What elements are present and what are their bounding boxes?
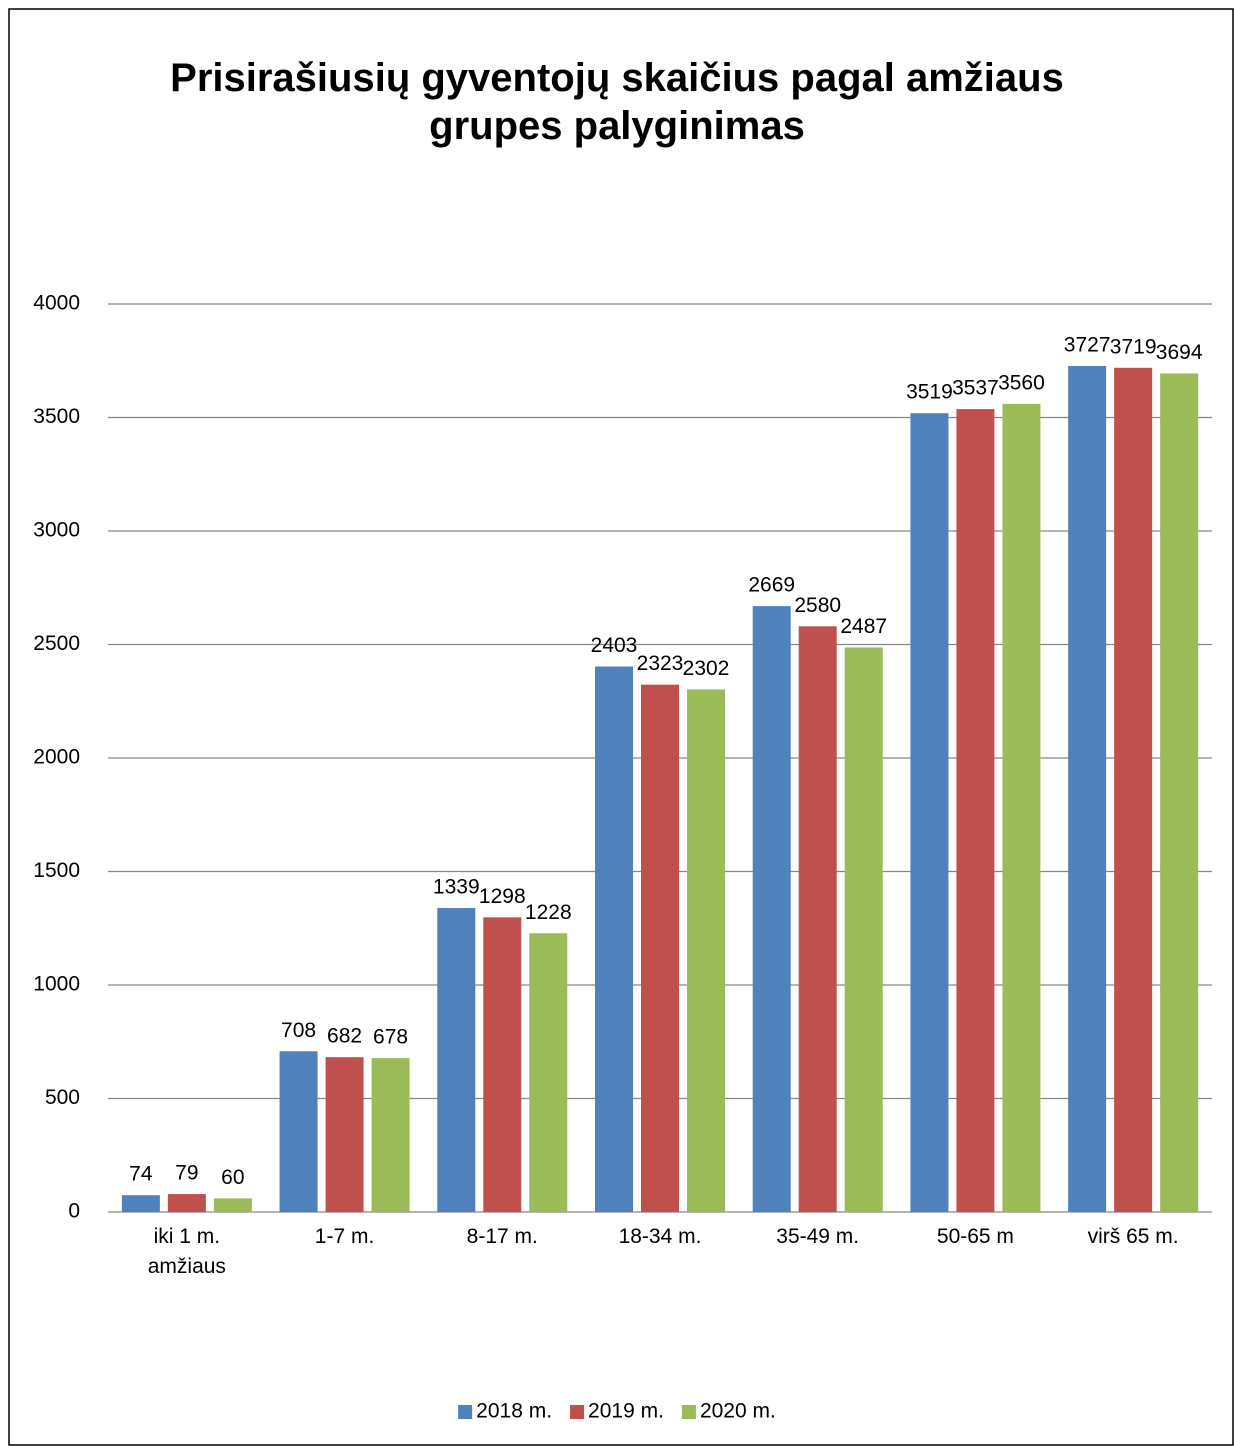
legend-label: 2018 m. [476, 1400, 552, 1423]
y-tick-label: 500 [45, 1086, 80, 1109]
bar [595, 666, 633, 1212]
x-tick-label: iki 1 m. amžiaus [147, 1225, 226, 1278]
data-label: 2302 [683, 657, 730, 680]
legend-swatch [570, 1405, 585, 1419]
bar [529, 933, 568, 1212]
y-tick-label: 1000 [33, 973, 80, 996]
data-label: 3519 [906, 381, 953, 404]
bar [279, 1051, 318, 1212]
data-label: 1228 [525, 901, 572, 924]
data-label: 2580 [794, 594, 841, 617]
data-label: 3727 [1064, 334, 1111, 357]
y-tick-label: 3000 [33, 519, 80, 542]
x-tick-label: virš 65 m. [1087, 1225, 1179, 1248]
data-label: 74 [129, 1163, 153, 1186]
data-label: 3560 [998, 371, 1045, 394]
y-tick-label: 1500 [33, 859, 80, 882]
data-label: 1298 [479, 885, 526, 908]
bar [910, 413, 949, 1212]
data-label: 2669 [748, 574, 795, 597]
bar [641, 684, 679, 1212]
data-label: 3694 [1156, 341, 1203, 364]
y-tick-label: 0 [68, 1200, 80, 1223]
bar [687, 689, 725, 1212]
x-tick-label: 35-49 m. [776, 1225, 860, 1248]
y-tick-label: 3500 [33, 405, 80, 428]
legend-swatch [681, 1405, 696, 1419]
bar [1160, 373, 1199, 1212]
data-label: 60 [221, 1166, 244, 1189]
data-label: 2403 [591, 634, 638, 657]
x-tick-label: 50-65 m [936, 1225, 1014, 1248]
bar [371, 1058, 410, 1212]
bar [752, 606, 791, 1212]
bar [844, 647, 883, 1212]
bar [121, 1195, 160, 1212]
bar [437, 908, 476, 1212]
bar [1002, 403, 1041, 1212]
y-tick-label: 2000 [33, 746, 80, 769]
data-label: 678 [373, 1026, 408, 1049]
legend-swatch [458, 1405, 473, 1419]
data-label: 682 [327, 1025, 362, 1048]
x-tick-label: 1-7 m. [314, 1225, 375, 1248]
data-label: 1339 [433, 876, 480, 899]
x-tick-label: 8-17 m. [466, 1225, 538, 1248]
data-label: 79 [175, 1162, 198, 1185]
x-tick-label: 18-34 m. [618, 1225, 702, 1248]
legend-label: 2020 m. [700, 1400, 776, 1423]
bar [1114, 367, 1153, 1212]
y-tick-label: 4000 [33, 292, 80, 315]
bar [483, 917, 522, 1212]
data-label: 3537 [952, 377, 999, 400]
bar [213, 1198, 252, 1212]
data-label: 2487 [840, 615, 887, 638]
bar [167, 1194, 206, 1212]
data-label: 2323 [637, 652, 684, 675]
bar [1068, 365, 1107, 1212]
legend-label: 2019 m. [588, 1400, 664, 1423]
bar [798, 626, 837, 1212]
y-tick-label: 2500 [33, 632, 80, 655]
data-label: 3719 [1110, 335, 1157, 358]
bar [956, 409, 995, 1212]
bar [325, 1057, 364, 1212]
chart-title: Prisirašiusių gyventojų skaičius pagal a… [170, 56, 1064, 148]
data-label: 708 [281, 1019, 316, 1042]
